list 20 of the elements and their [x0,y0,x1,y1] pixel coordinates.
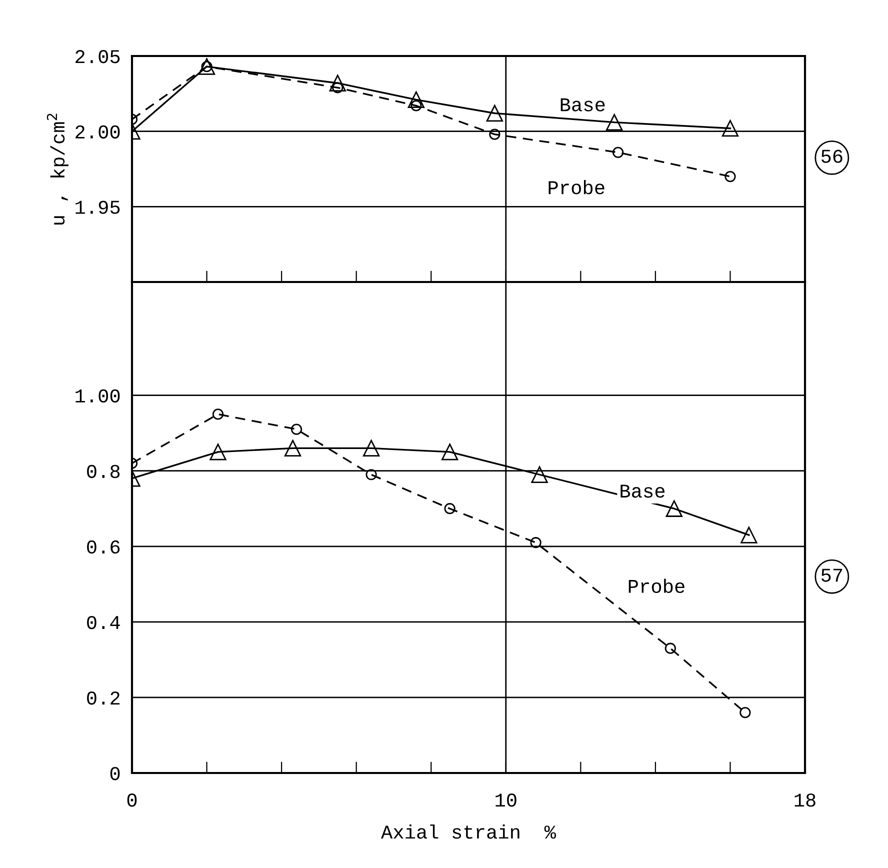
x-tick-label: 18 [794,794,816,807]
y-tick-label: 0.2 [87,692,120,705]
x-tick-label: 10 [496,794,516,807]
y-tick-label: 0 [110,767,120,780]
y-tick-label: 0.8 [87,464,120,478]
series-label: Probe [628,578,684,593]
y-tick-label: 1.95 [76,200,120,214]
y-tick-label: 0.6 [87,540,120,554]
text: 57 [821,568,842,582]
y-axis-title: u , kp/cm$^{2}$ [46,114,68,225]
x-axis-title: Axial strain % [380,824,556,839]
series-label: Base [560,98,605,112]
series-label: Probe [548,180,604,194]
y-tick-label: 2.00 [76,125,120,139]
text: 56 [821,150,842,163]
x-tick-label: 0 [127,794,137,807]
y-tick-label: 1.00 [76,389,120,403]
series-label: Base [620,484,665,498]
y-tick-label: 0.4 [87,616,120,630]
y-tick-label: 2.05 [76,50,120,64]
